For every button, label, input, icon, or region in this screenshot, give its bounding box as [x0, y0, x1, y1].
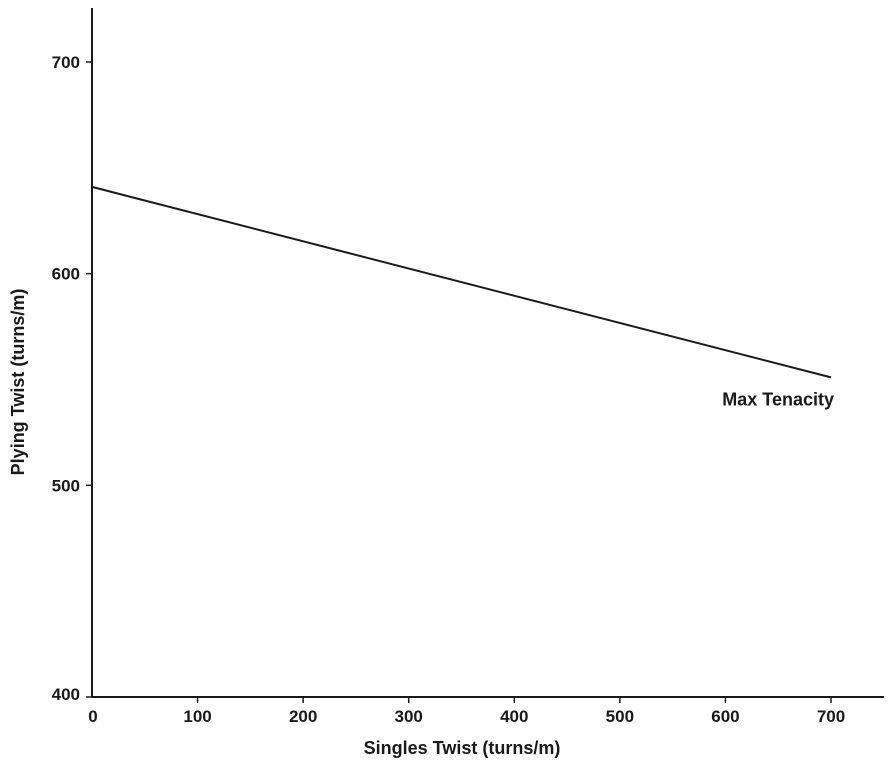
y-tick-label: 600	[52, 265, 80, 284]
y-ticks: 400 500 600 700	[52, 53, 92, 704]
series-line-max-tenacity	[91, 185, 832, 379]
y-tick-label: 500	[52, 476, 80, 495]
x-tick-label: 500	[606, 707, 634, 726]
x-tick-label: 600	[711, 707, 739, 726]
x-tick-label: 700	[817, 707, 845, 726]
x-tick-label: 100	[183, 707, 211, 726]
x-tick-label: 300	[395, 707, 423, 726]
x-tick-label: 0	[88, 707, 97, 726]
x-tick-label: 200	[289, 707, 317, 726]
x-axis-title: Singles Twist (turns/m)	[364, 738, 561, 758]
axes	[91, 8, 884, 698]
y-axis-title: Plying Twist (turns/m)	[8, 289, 28, 476]
x-ticks: 0 100 200 300 400 500 600 700	[88, 697, 845, 726]
x-tick-label: 400	[500, 707, 528, 726]
y-tick-label: 400	[52, 685, 80, 704]
y-tick-label: 700	[52, 53, 80, 72]
series-label-max-tenacity: Max Tenacity	[722, 389, 834, 409]
series-layer: Max Tenacity	[91, 185, 834, 409]
